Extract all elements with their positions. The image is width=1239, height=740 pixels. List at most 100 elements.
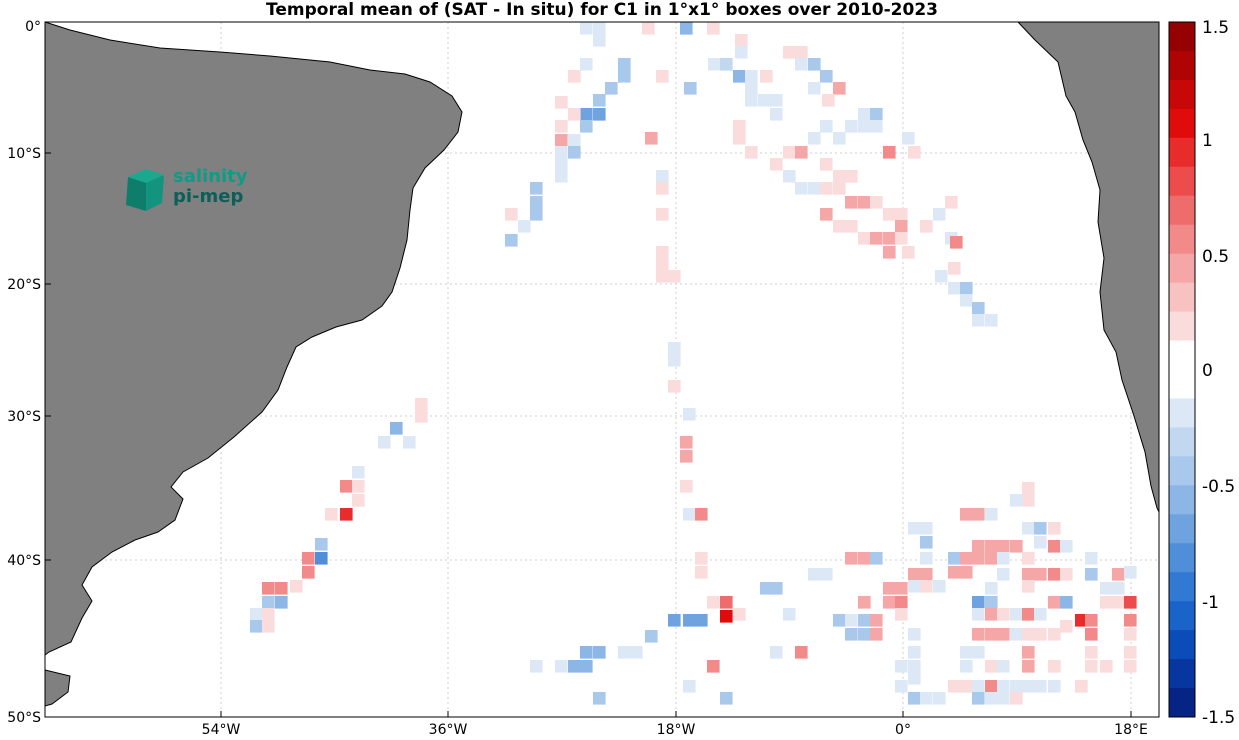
data-cell <box>250 620 263 633</box>
data-cell <box>972 508 985 521</box>
data-cell <box>945 196 958 209</box>
data-cell <box>908 646 921 659</box>
data-cell <box>415 398 428 411</box>
data-cell <box>1034 680 1047 693</box>
data-cell <box>908 580 921 593</box>
data-cell <box>933 208 946 221</box>
colorbar-segment <box>1169 427 1195 457</box>
data-cell <box>683 614 696 627</box>
lat-label: 0° <box>25 19 41 35</box>
colorbar-segment <box>1169 659 1195 689</box>
data-cell <box>593 34 606 47</box>
data-cell <box>683 408 696 421</box>
colorbar-segment <box>1169 253 1195 284</box>
data-cell <box>908 628 921 641</box>
data-cell <box>985 314 998 327</box>
data-cell <box>302 566 315 579</box>
data-cell <box>618 58 631 71</box>
data-cell <box>902 246 915 259</box>
data-cell <box>833 170 846 183</box>
data-cell <box>568 660 581 673</box>
data-cell <box>593 646 606 659</box>
data-cell <box>1124 646 1137 659</box>
data-cell <box>568 146 581 159</box>
data-cell <box>1034 628 1047 641</box>
data-cell <box>618 646 631 659</box>
data-cell <box>895 232 908 245</box>
data-cell <box>972 646 985 659</box>
data-cell <box>1060 596 1073 609</box>
data-cell <box>870 232 883 245</box>
data-cell <box>378 436 391 449</box>
salinity-pi-mep-logo: salinity pi-mep <box>122 167 252 213</box>
data-cell <box>760 70 773 83</box>
data-cell <box>262 596 275 609</box>
data-cell <box>870 108 883 121</box>
data-cell <box>695 508 708 521</box>
data-cell <box>668 342 681 355</box>
data-cell <box>720 58 733 71</box>
data-cell <box>858 614 871 627</box>
data-cell <box>948 262 961 275</box>
data-cell <box>645 630 658 643</box>
data-cell <box>908 660 921 673</box>
data-cell <box>262 608 275 621</box>
colorbar-label: 1.5 <box>1202 18 1230 38</box>
data-cell <box>707 22 720 35</box>
data-cell <box>275 596 288 609</box>
data-cell <box>1100 582 1113 595</box>
data-cell <box>1022 608 1035 621</box>
data-cell <box>820 208 833 221</box>
data-cell <box>735 46 748 59</box>
data-cell <box>530 196 543 209</box>
lat-label: 50°S <box>7 710 41 726</box>
data-cell <box>695 614 708 627</box>
data-cell <box>735 34 748 47</box>
data-cell <box>883 596 896 609</box>
data-cell <box>656 208 669 221</box>
data-cell <box>858 552 871 565</box>
data-cell <box>745 94 758 107</box>
colorbar-segment <box>1169 688 1195 718</box>
data-cell <box>695 552 708 565</box>
colorbar-segment <box>1169 601 1195 631</box>
data-cell <box>833 220 846 233</box>
data-cell <box>895 208 908 221</box>
data-cell <box>352 466 365 479</box>
data-cell <box>275 582 288 595</box>
data-cell <box>845 220 858 233</box>
data-cell <box>1010 608 1023 621</box>
data-cell <box>960 660 973 673</box>
data-cell <box>262 620 275 633</box>
data-cell <box>920 580 933 593</box>
data-cell <box>302 552 315 565</box>
data-cell <box>593 692 606 705</box>
data-cell <box>902 132 915 145</box>
data-cell <box>555 134 568 147</box>
data-cell <box>555 146 568 159</box>
data-cell <box>758 94 771 107</box>
data-cell <box>720 610 733 623</box>
data-cell <box>833 182 846 195</box>
data-cell <box>1112 582 1125 595</box>
data-cell <box>1048 522 1061 535</box>
data-cell <box>580 120 593 133</box>
data-cell <box>340 508 353 521</box>
data-cell <box>985 680 998 693</box>
data-cell <box>808 182 821 195</box>
data-cell <box>960 646 973 659</box>
data-cell <box>707 660 720 673</box>
data-cell <box>680 480 693 493</box>
data-cell <box>1124 614 1137 627</box>
data-cell <box>1034 568 1047 581</box>
colorbar-segment <box>1169 572 1195 602</box>
data-cell <box>1022 628 1035 641</box>
data-cell <box>845 552 858 565</box>
data-cell <box>858 196 871 209</box>
data-cell <box>770 94 783 107</box>
data-cell <box>795 58 808 71</box>
data-cell <box>895 660 908 673</box>
data-cell <box>770 582 783 595</box>
data-cell <box>845 614 858 627</box>
logo-text-pimep: pi-mep <box>173 186 244 207</box>
